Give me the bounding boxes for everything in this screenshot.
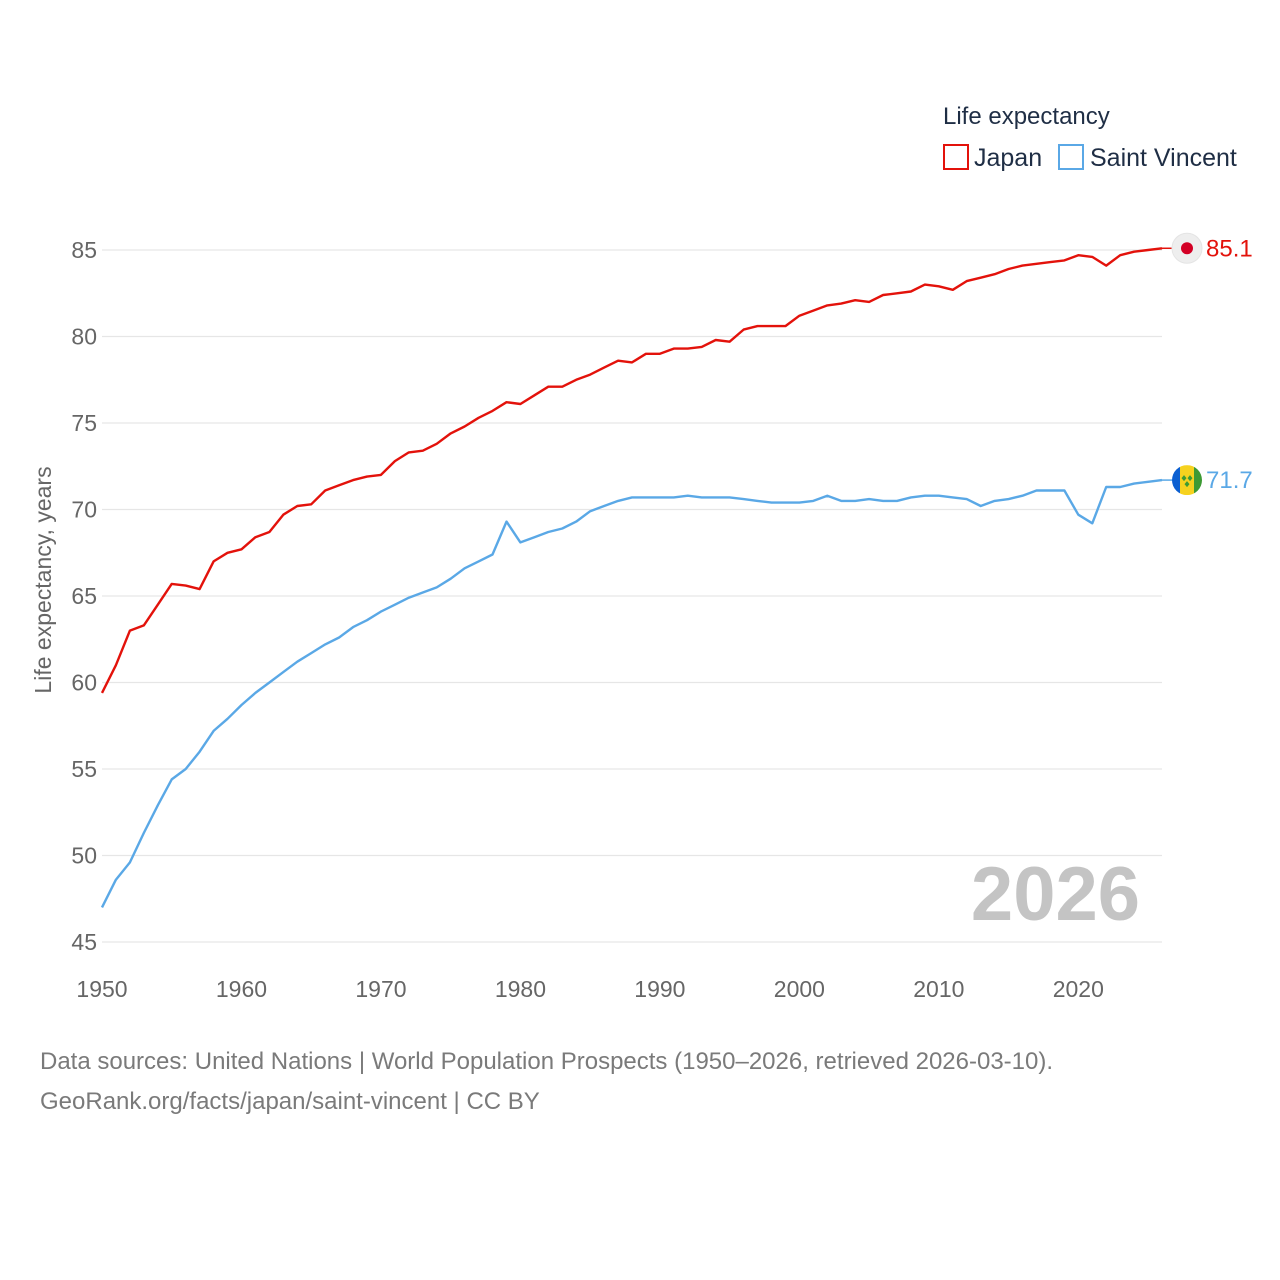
x-tick-label: 1970 (355, 976, 406, 1002)
x-tick-label: 1950 (76, 976, 127, 1002)
legend-title: Life expectancy (943, 103, 1110, 130)
y-tick-label: 85 (71, 237, 97, 263)
life-expectancy-chart: 45 50 55 60 65 70 75 80 85 1950 1960 1970 1980 1990 2… (30, 103, 1253, 1002)
x-tick-label: 2000 (774, 976, 825, 1002)
x-tick-label: 2010 (913, 976, 964, 1002)
year-watermark: 2026 (971, 852, 1140, 937)
source-line-2[interactable]: GeoRank.org/facts/japan/saint-vincent | … (40, 1088, 540, 1115)
series-lines (100, 247, 1163, 908)
x-tick-label: 1990 (634, 976, 685, 1002)
x-tick-label: 1960 (216, 976, 267, 1002)
legend-swatch-japan (943, 144, 969, 170)
x-tick-label: 2020 (1053, 976, 1104, 1002)
end-value-label-saint-vincent: 71.7 (1206, 467, 1253, 494)
end-value-label-japan: 85.1 (1206, 235, 1253, 262)
japan-flag-icon (1171, 232, 1203, 264)
source-line-1: Data sources: United Nations | World Pop… (40, 1048, 1054, 1075)
y-tick-label: 80 (71, 324, 97, 350)
series-line-saint-vincent[interactable] (100, 478, 1163, 908)
y-tick-label: 50 (71, 843, 97, 869)
x-axis-ticks: 1950 1960 1970 1980 1990 2000 2010 2020 (76, 976, 1103, 1002)
y-axis-ticks: 45 50 55 60 65 70 75 80 85 (71, 237, 97, 955)
x-tick-label: 1980 (495, 976, 546, 1002)
source-note: Data sources: United Nations | World Pop… (40, 1042, 1053, 1122)
y-tick-label: 55 (71, 756, 97, 782)
y-tick-label: 60 (71, 670, 97, 696)
legend-label-japan: Japan (974, 144, 1042, 172)
legend-item-saint-vincent[interactable]: Saint Vincent (1058, 144, 1237, 172)
y-axis-label: Life expectancy, years (30, 466, 56, 693)
legend-label-saint-vincent: Saint Vincent (1090, 144, 1237, 172)
grid-lines (102, 249, 1162, 943)
y-tick-label: 75 (71, 410, 97, 436)
saint-vincent-flag-icon (1172, 465, 1202, 496)
y-tick-label: 70 (71, 497, 97, 523)
series-line-japan[interactable] (100, 247, 1163, 694)
legend-swatch-saint-vincent (1058, 144, 1084, 170)
series-end-markers: 85.1 71.7 (1162, 232, 1253, 496)
legend-item-japan[interactable]: Japan (943, 144, 1042, 172)
y-tick-label: 45 (71, 929, 97, 955)
legend: Life expectancy Japan Saint Vincent (943, 103, 1237, 172)
y-tick-label: 65 (71, 583, 97, 609)
